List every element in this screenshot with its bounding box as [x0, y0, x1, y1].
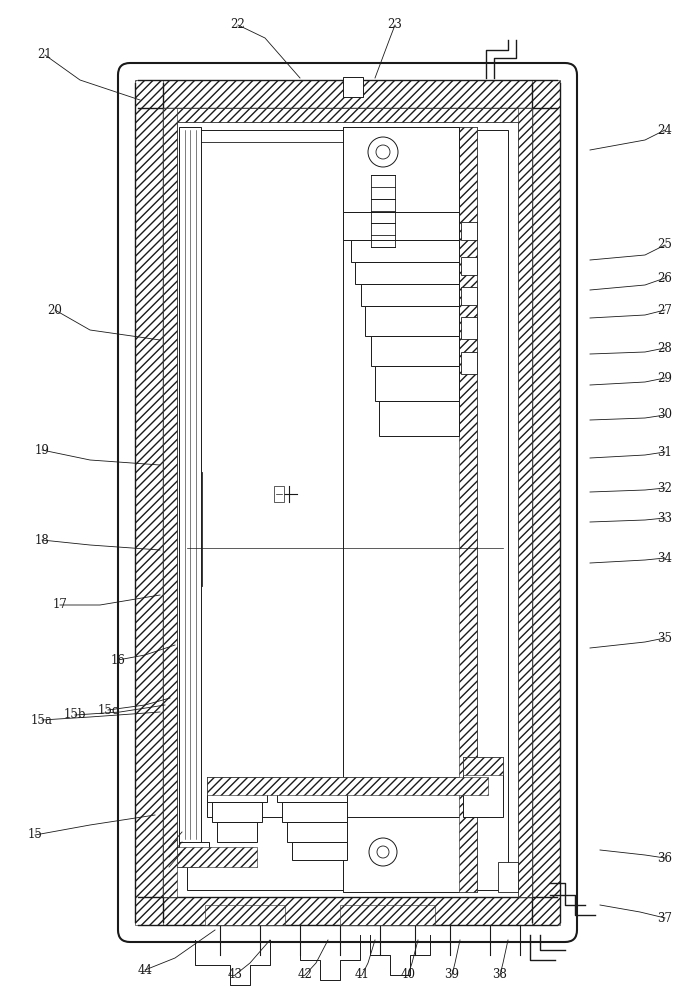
Bar	[187, 130, 508, 890]
Bar	[212, 802, 262, 822]
Text: 32: 32	[657, 482, 672, 494]
Text: 15c: 15c	[97, 704, 119, 716]
Bar	[375, 366, 459, 401]
Text: 31: 31	[657, 446, 672, 458]
Text: 15: 15	[28, 828, 43, 842]
Bar	[179, 127, 201, 842]
Bar	[207, 777, 488, 817]
Bar	[343, 127, 459, 212]
Text: 22: 22	[231, 18, 245, 31]
FancyBboxPatch shape	[118, 63, 577, 942]
Bar	[379, 401, 459, 436]
Text: 34: 34	[657, 552, 672, 564]
Bar	[463, 757, 503, 817]
Bar	[351, 240, 459, 262]
Circle shape	[368, 137, 398, 167]
Bar	[498, 862, 518, 892]
Bar	[461, 317, 477, 339]
Bar	[163, 108, 532, 122]
Circle shape	[369, 838, 397, 866]
Bar	[207, 777, 488, 795]
Text: 42: 42	[298, 968, 312, 982]
Text: 21: 21	[38, 48, 52, 62]
Text: 15a: 15a	[31, 714, 53, 726]
Text: 33: 33	[657, 512, 672, 524]
Bar	[163, 108, 177, 897]
Bar	[207, 777, 267, 802]
Bar	[217, 822, 257, 842]
Bar	[343, 77, 363, 97]
Bar	[461, 257, 477, 275]
Bar	[459, 127, 477, 892]
Text: 30: 30	[657, 408, 672, 422]
Text: 39: 39	[444, 968, 460, 982]
Text: 38: 38	[493, 968, 507, 982]
Text: 26: 26	[657, 271, 672, 284]
Bar	[282, 802, 347, 822]
Text: 37: 37	[657, 912, 672, 924]
Circle shape	[376, 145, 390, 159]
Bar	[177, 847, 257, 867]
Bar	[343, 127, 477, 892]
Circle shape	[377, 846, 389, 858]
Bar	[463, 757, 503, 775]
Bar	[138, 80, 557, 108]
Text: 15b: 15b	[64, 708, 86, 722]
Bar	[179, 857, 197, 867]
Text: 18: 18	[34, 534, 50, 546]
Bar	[205, 905, 285, 925]
Text: 41: 41	[355, 968, 369, 982]
Bar	[340, 905, 435, 925]
Bar	[343, 212, 459, 240]
Bar	[274, 486, 284, 502]
Text: 40: 40	[400, 968, 415, 982]
Bar	[361, 284, 459, 306]
Bar	[287, 822, 347, 842]
Text: 19: 19	[34, 444, 50, 456]
Bar	[292, 842, 347, 860]
Bar	[461, 222, 477, 240]
Text: 29: 29	[657, 371, 672, 384]
Bar	[355, 262, 459, 284]
Text: 27: 27	[657, 304, 672, 316]
Text: 36: 36	[657, 852, 672, 864]
Text: 17: 17	[52, 598, 68, 611]
Text: 25: 25	[657, 238, 672, 251]
Text: 28: 28	[657, 342, 672, 355]
Bar	[138, 897, 557, 925]
Text: 20: 20	[48, 304, 63, 316]
Bar	[461, 352, 477, 374]
Bar	[532, 80, 560, 925]
Text: 23: 23	[387, 18, 402, 31]
Text: 35: 35	[657, 632, 672, 645]
Text: 24: 24	[657, 123, 672, 136]
Text: 43: 43	[227, 968, 243, 982]
Bar	[135, 80, 163, 925]
Bar	[371, 336, 459, 366]
Text: 44: 44	[138, 964, 152, 976]
Bar	[461, 287, 477, 305]
Bar	[179, 842, 209, 857]
Bar	[518, 108, 532, 897]
Bar	[277, 777, 347, 802]
Bar	[365, 306, 459, 336]
Text: 16: 16	[110, 654, 125, 666]
